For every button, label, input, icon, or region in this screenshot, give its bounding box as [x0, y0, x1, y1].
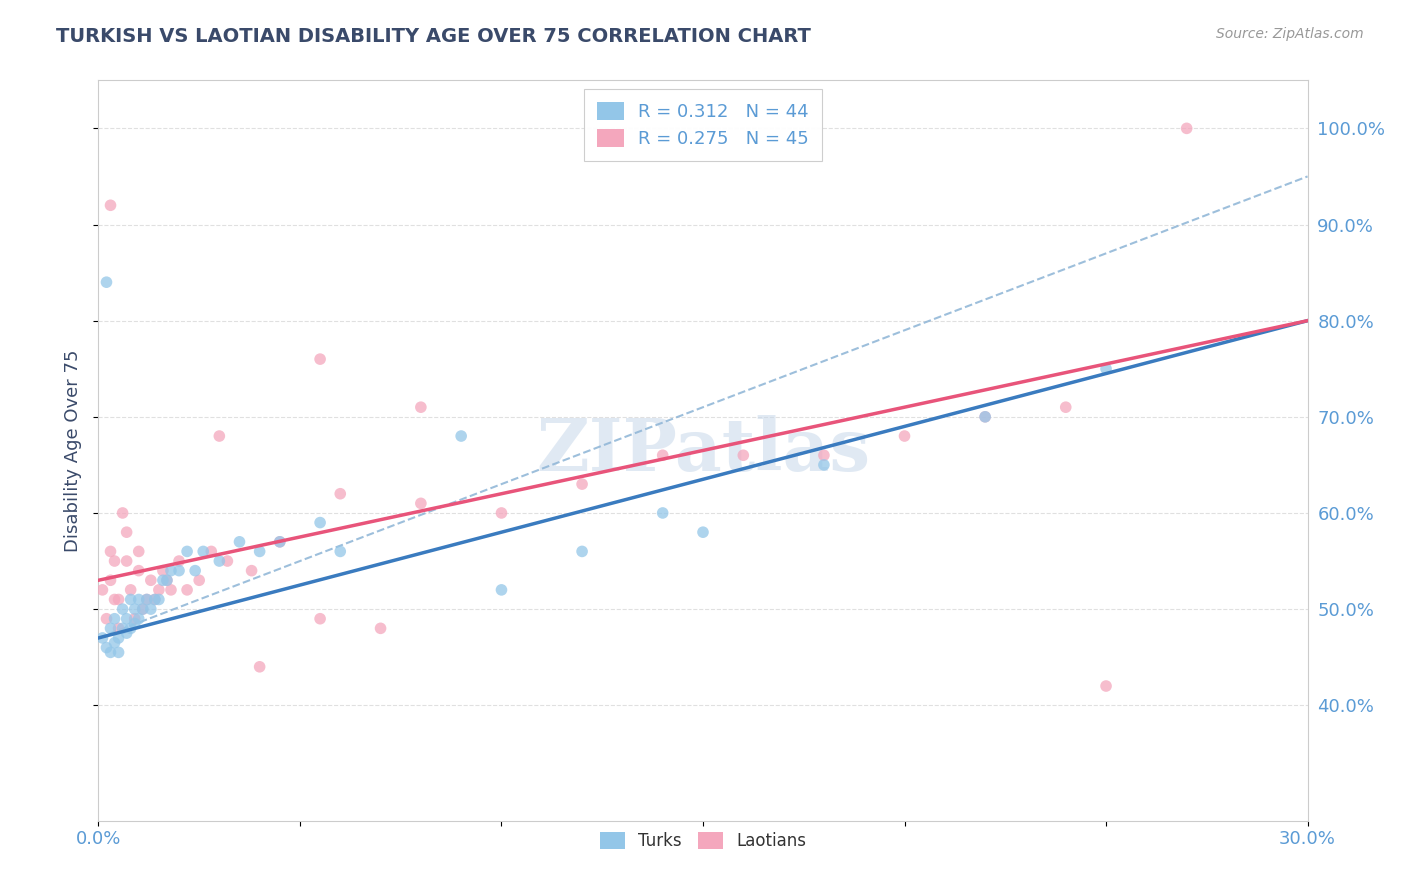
Point [167, 564, 190, 578]
Point [193, 544, 215, 558]
Text: Source: ZipAtlas.com: Source: ZipAtlas.com [1216, 27, 1364, 41]
Point [228, 534, 250, 549]
Point [651, 448, 673, 462]
Text: ZIPatlas: ZIPatlas [536, 415, 870, 486]
Point [115, 612, 138, 626]
Point [132, 602, 155, 616]
Point [96, 640, 118, 655]
Point [217, 554, 239, 568]
Point [571, 544, 593, 558]
Point [128, 592, 150, 607]
Point [269, 534, 291, 549]
Point [103, 554, 125, 568]
Point [152, 564, 174, 578]
Point [813, 458, 835, 472]
Legend: Turks, Laotians: Turks, Laotians [593, 825, 813, 856]
Point [692, 525, 714, 540]
Point [208, 554, 231, 568]
Point [139, 602, 162, 616]
Point [107, 645, 129, 659]
Point [135, 592, 157, 607]
Point [160, 582, 183, 597]
Point [893, 429, 915, 443]
Point [1095, 679, 1118, 693]
Point [974, 409, 997, 424]
Point [120, 621, 142, 635]
Point [249, 660, 271, 674]
Point [1095, 361, 1118, 376]
Point [184, 564, 207, 578]
Point [160, 564, 183, 578]
Point [115, 554, 138, 568]
Point [124, 602, 146, 616]
Point [1175, 121, 1198, 136]
Point [148, 592, 170, 607]
Point [208, 429, 231, 443]
Point [249, 544, 271, 558]
Point [128, 544, 150, 558]
Point [167, 554, 190, 568]
Point [91, 631, 114, 645]
Point [651, 506, 673, 520]
Point [132, 602, 155, 616]
Point [176, 582, 198, 597]
Point [100, 621, 122, 635]
Point [240, 564, 263, 578]
Point [974, 409, 997, 424]
Point [120, 582, 142, 597]
Point [128, 612, 150, 626]
Point [176, 544, 198, 558]
Point [103, 636, 125, 650]
Text: TURKISH VS LAOTIAN DISABILITY AGE OVER 75 CORRELATION CHART: TURKISH VS LAOTIAN DISABILITY AGE OVER 7… [56, 27, 811, 45]
Point [107, 621, 129, 635]
Point [124, 612, 146, 626]
Point [571, 477, 593, 491]
Point [100, 645, 122, 659]
Y-axis label: Disability Age Over 75: Disability Age Over 75 [65, 349, 83, 552]
Point [156, 574, 179, 588]
Point [450, 429, 472, 443]
Point [409, 496, 432, 510]
Point [309, 352, 332, 367]
Point [115, 525, 138, 540]
Point [139, 574, 162, 588]
Point [128, 564, 150, 578]
Point [491, 506, 513, 520]
Point [309, 516, 332, 530]
Point [100, 544, 122, 558]
Point [409, 400, 432, 414]
Point [111, 621, 134, 635]
Point [370, 621, 392, 635]
Point [329, 487, 352, 501]
Point [148, 582, 170, 597]
Point [103, 592, 125, 607]
Point [309, 612, 332, 626]
Point [111, 506, 134, 520]
Point [135, 592, 157, 607]
Point [107, 631, 129, 645]
Point [96, 612, 118, 626]
Point [115, 626, 138, 640]
Point [269, 534, 291, 549]
Point [124, 616, 146, 631]
Point [120, 592, 142, 607]
Point [107, 592, 129, 607]
Point [188, 574, 211, 588]
Point [733, 448, 755, 462]
Point [143, 592, 166, 607]
Point [152, 574, 174, 588]
Point [103, 612, 125, 626]
Point [491, 582, 513, 597]
Point [143, 592, 166, 607]
Point [100, 198, 122, 212]
Point [156, 574, 179, 588]
Point [813, 448, 835, 462]
Point [1054, 400, 1077, 414]
Point [111, 602, 134, 616]
Point [96, 275, 118, 289]
Point [91, 582, 114, 597]
Point [329, 544, 352, 558]
Point [200, 544, 222, 558]
Point [100, 574, 122, 588]
